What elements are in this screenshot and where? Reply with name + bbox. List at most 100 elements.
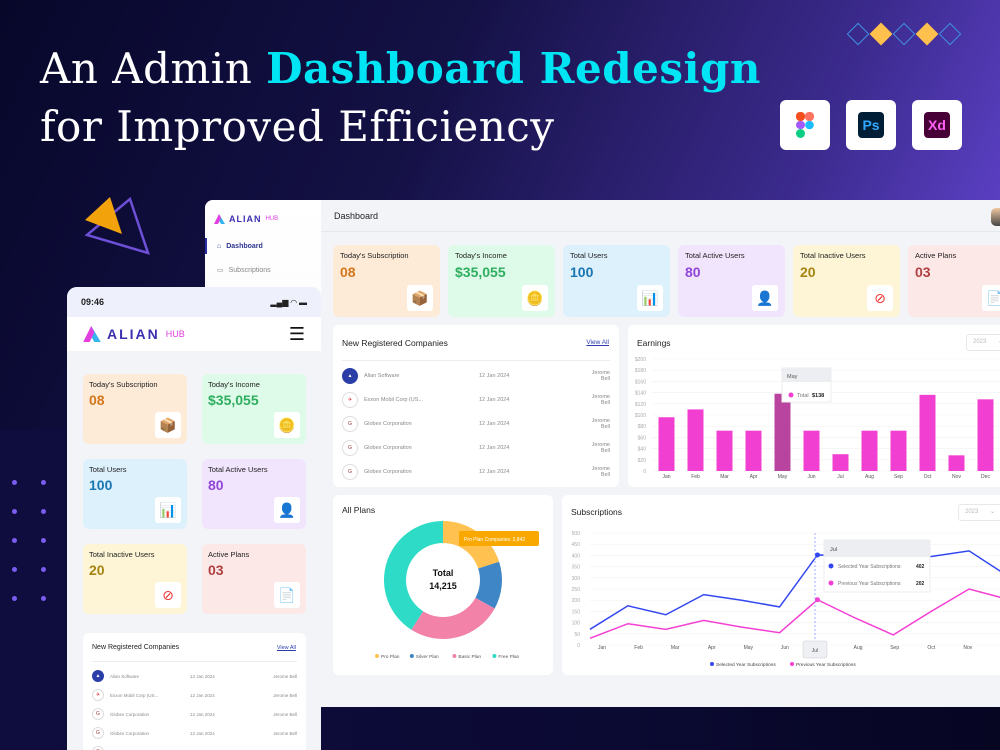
stat-card-active-plans[interactable]: Active Plans 03 📄 — [908, 245, 1000, 317]
diamond-filled-icon — [869, 22, 893, 46]
svg-text:Previous Year Subscriptions: Previous Year Subscriptions — [796, 662, 856, 668]
svg-text:Sep: Sep — [894, 474, 903, 480]
svg-text:Free Plan: Free Plan — [498, 654, 519, 660]
stat-card-active-plans[interactable]: Active Plans 03 📄 — [202, 544, 306, 614]
stat-card-total-inactive-users[interactable]: Total Inactive Users 20 ⊘ — [793, 245, 900, 317]
avatar[interactable] — [991, 208, 1000, 226]
svg-text:100: 100 — [572, 621, 581, 627]
stat-card-todays-income[interactable]: Today's Income $35,055 🪙 — [448, 245, 555, 317]
stat-card-todays-subscription[interactable]: Today's Subscription 08 📦 — [333, 245, 440, 317]
svg-text:Feb: Feb — [691, 474, 700, 480]
mobile-header: ALIAN HUB ☰ — [67, 317, 321, 351]
earnings-bar-chart: 0 $20 $40 $60 $80 $100 $120 $140 $160 $180 $200 Ja… — [635, 357, 1000, 480]
svg-text:Oct: Oct — [927, 645, 935, 651]
home-icon: ⌂ — [217, 242, 222, 250]
svg-text:202: 202 — [916, 581, 925, 587]
svg-text:0: 0 — [577, 643, 580, 649]
card-title: New Registered Companies — [342, 338, 448, 348]
user-blocked-icon: ⊘ — [867, 285, 893, 311]
svg-text:Jun: Jun — [781, 645, 789, 651]
stat-card-total-inactive-users[interactable]: Total Inactive Users 20 ⊘ — [83, 544, 187, 614]
mobile-dashboard: 09:46 ▂▄▆ ◠ ▬ ALIAN HUB ☰ Today's Subscri… — [67, 287, 321, 750]
signal-wifi-battery-icon: ▂▄▆ ◠ ▬ — [270, 297, 307, 307]
svg-text:Jul: Jul — [812, 648, 818, 654]
earnings-card: Earnings 2023⌄ 0$20$40$60$80$100$120$140… — [628, 325, 1000, 487]
year-select[interactable]: 2023⌄ — [958, 504, 1000, 521]
svg-text:50: 50 — [574, 632, 580, 638]
table-row[interactable]: ▲ Alian Software 12 Jan 2024 Jerome Bell — [342, 364, 610, 388]
svg-text:Pro Plan: Pro Plan — [381, 654, 400, 660]
svg-text:150: 150 — [572, 609, 581, 615]
svg-text:Silver Plan: Silver Plan — [416, 654, 439, 660]
globex-logo-icon: G — [342, 416, 358, 432]
alian-logo-icon: ▲ — [92, 670, 104, 682]
coins-icon: 🪙 — [522, 285, 548, 311]
svg-text:Sep: Sep — [890, 645, 899, 651]
hero-title-line2: for Improved Efficiency — [40, 102, 555, 151]
globex-logo-icon: G — [92, 727, 104, 739]
table-row[interactable]: G Globex Corporation 12 Jan 2024 Jerome … — [342, 436, 610, 460]
table-row[interactable]: ✈ Exxon Mobil Corp (US... 12 Jan 2024 Je… — [92, 683, 297, 707]
svg-text:$60: $60 — [638, 435, 647, 441]
figma-icon — [780, 100, 830, 150]
svg-text:Feb: Feb — [634, 645, 643, 651]
svg-text:Aug: Aug — [854, 645, 863, 651]
desktop-dashboard: ALIAN HUB ⌂ Dashboard ▭ Subscriptions Das… — [205, 200, 1000, 707]
main-content: Dashboard Today's Subscription 08 📦 Toda… — [321, 200, 1000, 707]
table-row[interactable]: G Globex Corporation 12 Jan 2024 Jerome … — [92, 721, 297, 745]
svg-text:Jan: Jan — [662, 474, 670, 480]
mobile-new-companies-card: New Registered Companies View All ▲ Alia… — [83, 633, 306, 750]
table-row[interactable]: G Globex Corporation 12 Jan 2024 Jerome … — [342, 460, 610, 484]
svg-text:Selected Year Subscriptions:: Selected Year Subscriptions: — [838, 564, 902, 570]
svg-text:$100: $100 — [635, 413, 646, 419]
stat-card-total-active-users[interactable]: Total Active Users 80 👤 — [678, 245, 785, 317]
svg-text:Apr: Apr — [750, 474, 758, 480]
stat-card-total-active-users[interactable]: Total Active Users 80 👤 — [202, 459, 306, 529]
svg-text:Total: Total — [433, 568, 454, 578]
svg-text:$40: $40 — [638, 447, 647, 453]
stat-card-todays-income[interactable]: Today's Income $35,055 🪙 — [202, 374, 306, 444]
svg-text:Jun: Jun — [807, 474, 815, 480]
table-row[interactable]: G Globex Corporation 12 Jan 2024 Jerome … — [92, 702, 297, 726]
table-row[interactable]: G Globex Corporation 12 Jan 2024 Jerome … — [92, 740, 297, 750]
subscriptions-line-chart: 0 50 100 150 200 250 300 350 400 450 500 Jan Feb Mar… — [572, 531, 1000, 668]
view-all-link[interactable]: View All — [586, 339, 609, 346]
svg-text:Selected Year Subscriptions: Selected Year Subscriptions — [716, 662, 776, 668]
svg-text:Jul: Jul — [837, 474, 843, 480]
pegasus-logo-icon: ✈ — [92, 689, 104, 701]
sidebar-item-subscriptions[interactable]: ▭ Subscriptions — [217, 266, 271, 275]
hamburger-menu-icon[interactable]: ☰ — [288, 323, 305, 344]
diamond-outline-icon — [892, 22, 916, 46]
year-select[interactable]: 2023⌄ — [966, 334, 1000, 351]
svg-text:$200: $200 — [635, 357, 646, 363]
svg-text:200: 200 — [572, 598, 581, 604]
svg-text:Mar: Mar — [720, 474, 729, 480]
sidebar-item-dashboard[interactable]: ⌂ Dashboard — [205, 234, 321, 258]
view-all-link[interactable]: View All — [276, 645, 296, 651]
svg-text:$20: $20 — [638, 458, 647, 464]
all-plans-card: All Plans Total 14,215 Pro Plan Companie… — [333, 495, 553, 675]
box-icon: 📦 — [155, 412, 181, 438]
document-icon: 📄 — [982, 285, 1000, 311]
status-bar: 09:46 ▂▄▆ ◠ ▬ — [67, 287, 321, 317]
hero-title-accent: Dashboard Redesign — [266, 44, 761, 93]
stat-card-todays-subscription[interactable]: Today's Subscription 08 📦 — [83, 374, 187, 444]
svg-text:Oct: Oct — [924, 474, 932, 480]
user-blocked-icon: ⊘ — [155, 582, 181, 608]
svg-text:Previous Year Subscriptions:: Previous Year Subscriptions: — [838, 581, 902, 587]
svg-text:14,215: 14,215 — [429, 581, 457, 591]
new-companies-card: New Registered Companies View All ▲ Alia… — [333, 325, 619, 487]
table-row[interactable]: ▲ Alian Software 12 Jan 2024 Jerome Bell — [92, 664, 297, 688]
stat-card-total-users[interactable]: Total Users 100 📊 — [83, 459, 187, 529]
subscriptions-card: Subscriptions 2023 ⌄ 0 50 100 150 200 250 300 35… — [562, 495, 1000, 675]
table-row[interactable]: ✈ Exxon Mobil Corp (US... 12 Jan 2024 Je… — [342, 388, 610, 412]
svg-text:450: 450 — [572, 542, 581, 548]
svg-text:$138: $138 — [812, 393, 824, 399]
clock: 09:46 — [81, 297, 105, 307]
svg-text:Pro Plan Companies: 2,842: Pro Plan Companies: 2,842 — [464, 537, 525, 543]
stat-card-total-users[interactable]: Total Users 100 📊 — [563, 245, 670, 317]
svg-text:300: 300 — [572, 576, 581, 582]
globex-logo-icon: G — [342, 440, 358, 456]
table-row[interactable]: G Globex Corporation 12 Jan 2024 Jerome … — [342, 412, 610, 436]
xd-icon: Xd — [912, 100, 962, 150]
